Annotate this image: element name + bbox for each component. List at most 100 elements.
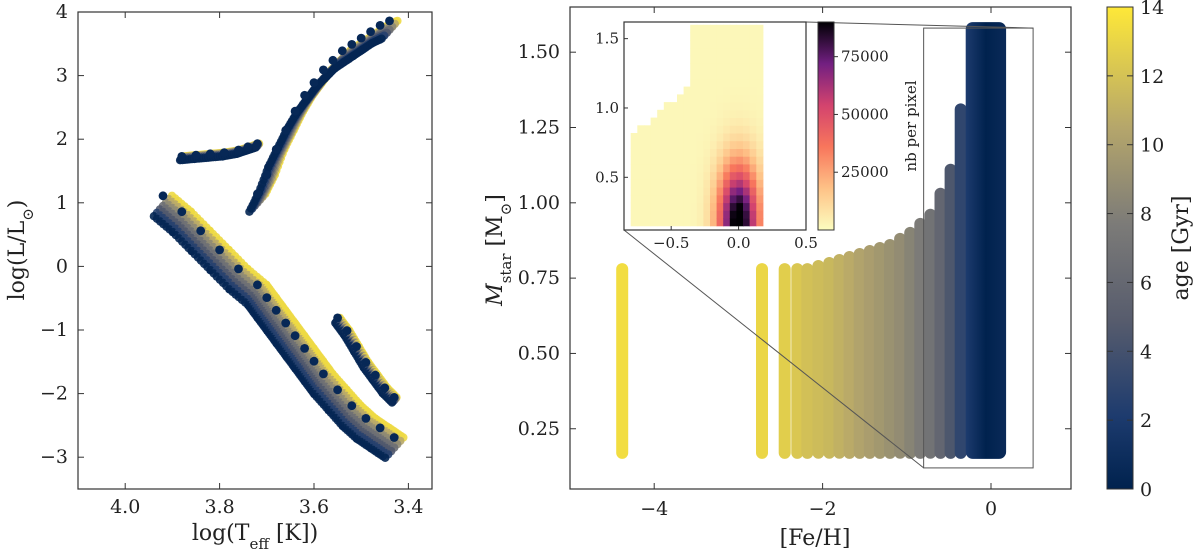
- inset-colorbar-tick-label: 50000: [841, 105, 889, 123]
- heatmap-cell: [644, 156, 652, 165]
- heatmap-cell: [729, 55, 737, 64]
- hr-point: [385, 16, 394, 26]
- heatmap-cell: [696, 63, 704, 72]
- heatmap-cell: [716, 55, 724, 64]
- heatmap-cell: [710, 63, 718, 72]
- heatmap-cell: [729, 109, 737, 118]
- hr-plot-frame: [77, 11, 433, 490]
- hr-point: [366, 27, 375, 37]
- heatmap-cell: [729, 48, 737, 57]
- inset-y-tick-label: 0.5: [595, 168, 619, 186]
- zoom-rectangle: [923, 27, 1034, 469]
- heatmap-cell: [756, 86, 764, 95]
- heatmap-cell: [630, 171, 638, 180]
- inset-colorbar-ticks: 75000 50000 25000: [834, 48, 889, 181]
- heatmap-cell: [729, 140, 737, 149]
- hr-point: [234, 264, 243, 274]
- heatmap-cell: [683, 86, 691, 95]
- heatmap-cell: [663, 125, 671, 134]
- heatmap-cell: [703, 94, 711, 103]
- heatmap-cell: [716, 94, 724, 103]
- heatmap-cell: [716, 156, 724, 165]
- heatmap-cell: [663, 179, 671, 188]
- heatmap-cell: [743, 63, 751, 72]
- heatmap-cell: [716, 125, 724, 134]
- heatmap-cell: [637, 133, 645, 142]
- hr-point: [375, 423, 385, 433]
- heatmap-cell: [723, 133, 731, 142]
- mass-metallicity-panel: −4 −2 0 1.50 1.25 1.00 0.75 0.50 0.25 [Fe/H] Mst…: [483, 6, 1072, 551]
- heatmap-cell: [710, 194, 718, 204]
- heatmap-cell: [670, 125, 678, 134]
- heatmap-cell: [723, 194, 731, 204]
- inset-colorbar: [817, 21, 835, 231]
- heatmap-cell: [683, 148, 691, 157]
- heatmap-cell: [716, 133, 724, 142]
- heatmap-cell: [696, 40, 704, 49]
- heatmap-cell: [637, 218, 645, 227]
- heatmap-cell: [650, 194, 658, 204]
- heatmap-cell: [696, 148, 704, 157]
- heatmap-cell: [710, 55, 718, 64]
- heatmap-cell: [683, 179, 691, 188]
- heatmap-cell: [663, 109, 671, 118]
- heatmap-cell: [710, 156, 718, 165]
- heatmap-cell: [710, 164, 718, 173]
- heatmap-cell: [690, 179, 698, 188]
- metallicity-column: [924, 208, 937, 459]
- heatmap-cell: [663, 133, 671, 142]
- heatmap-cell: [710, 148, 718, 157]
- heatmap-cell: [723, 179, 731, 188]
- heatmap-cell: [736, 78, 744, 88]
- heatmap-cell: [729, 24, 737, 33]
- mass-x-tick-label: 0: [985, 498, 997, 520]
- heatmap-cell: [703, 125, 711, 134]
- heatmap-cell: [696, 156, 704, 165]
- heatmap-cell: [710, 102, 718, 111]
- hr-point: [309, 356, 319, 366]
- heatmap-cell: [703, 24, 711, 33]
- heatmap-cell: [723, 78, 731, 88]
- metallicity-column: [616, 263, 629, 459]
- heatmap-cell: [650, 133, 658, 142]
- heatmap-cell: [637, 179, 645, 188]
- hr-point: [389, 393, 399, 402]
- heatmap-cell: [716, 187, 724, 196]
- heatmap-cell: [743, 71, 751, 80]
- heatmap-cell: [756, 32, 764, 41]
- heatmap-cell: [756, 171, 764, 180]
- hr-point: [262, 170, 272, 180]
- heatmap-cell: [703, 109, 711, 118]
- heatmap-cell: [663, 171, 671, 180]
- heatmap-cell: [696, 117, 704, 126]
- heatmap-cell: [710, 32, 718, 41]
- inset-colorbar-label: nb per pixel: [902, 80, 920, 171]
- hr-point: [328, 55, 338, 65]
- heatmap-cell: [729, 32, 737, 41]
- hr-point: [271, 305, 281, 315]
- heatmap-cell: [710, 210, 718, 219]
- heatmap-cell: [657, 133, 665, 142]
- heatmap-cell: [663, 164, 671, 173]
- heatmap-cell: [663, 140, 671, 149]
- heatmap-cell: [703, 164, 711, 173]
- heatmap-cell: [630, 164, 638, 173]
- heatmap-cell: [690, 156, 698, 165]
- heatmap-cell: [644, 187, 652, 196]
- heatmap-cell: [710, 109, 718, 118]
- heatmap-cell: [637, 164, 645, 173]
- heatmap-cell: [716, 171, 724, 180]
- age-colorbar-tick-label: 2: [1140, 410, 1152, 432]
- heatmap-cell: [723, 24, 731, 33]
- heatmap-cell: [736, 164, 744, 173]
- heatmap-cell: [657, 187, 665, 196]
- heatmap-cell: [723, 140, 731, 149]
- heatmap-cell: [696, 133, 704, 142]
- heatmap-cell: [644, 179, 652, 188]
- heatmap-cell: [716, 218, 724, 227]
- heatmap-cell: [749, 24, 757, 33]
- heatmap-cell: [630, 210, 638, 219]
- metallicity-column: [823, 257, 836, 459]
- mass-y-tick-label: 0.50: [518, 342, 560, 364]
- heatmap-cell: [703, 86, 711, 95]
